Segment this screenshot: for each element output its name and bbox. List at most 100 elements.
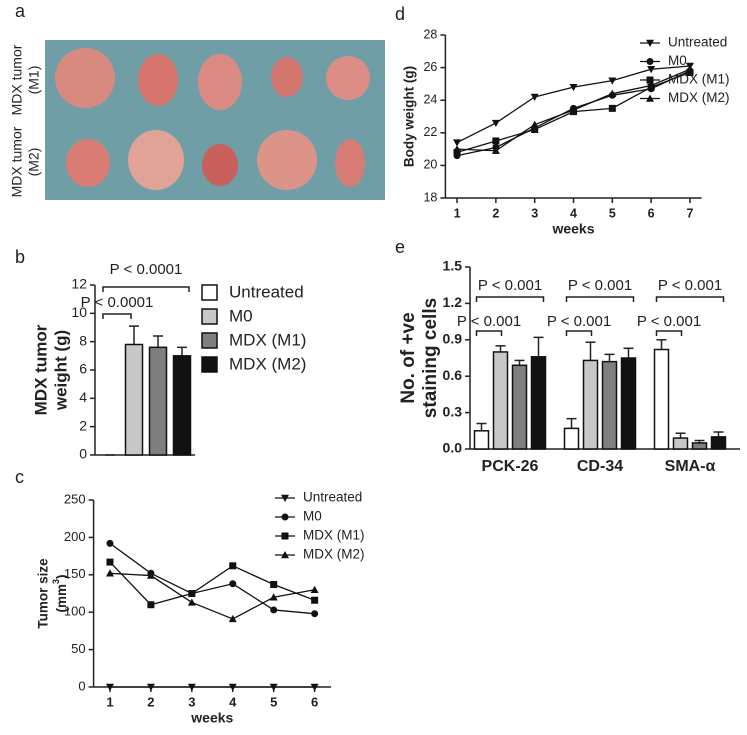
legend-label: Untreated bbox=[229, 282, 304, 301]
row-label-line: MDX tumor bbox=[9, 44, 25, 115]
legend-swatch bbox=[201, 284, 218, 301]
bar bbox=[710, 436, 727, 450]
y-tick-label: 26 bbox=[423, 60, 437, 74]
panel-letter: b bbox=[15, 247, 25, 267]
tumor bbox=[198, 54, 242, 110]
marker bbox=[608, 89, 617, 97]
bar bbox=[620, 357, 637, 450]
x-tick-label: PCK-26 bbox=[482, 458, 539, 475]
y-tick-label: 12 bbox=[71, 276, 87, 292]
y-tick-label: 0.9 bbox=[443, 331, 463, 347]
y-tick-label: 0.6 bbox=[443, 367, 463, 383]
significance-label: P < 0.001 bbox=[478, 277, 542, 294]
y-tick-label: 150 bbox=[64, 566, 86, 581]
marker bbox=[228, 614, 237, 623]
y-tick-label: 24 bbox=[423, 92, 437, 106]
significance-bracket bbox=[102, 313, 132, 319]
significance-label: P < 0.001 bbox=[457, 313, 521, 330]
y-tick-label: 250 bbox=[64, 491, 86, 506]
significance-label: P < 0.0001 bbox=[81, 294, 154, 311]
panel-letter: d bbox=[395, 4, 405, 24]
marker bbox=[647, 66, 656, 74]
marker bbox=[530, 120, 539, 128]
bar bbox=[124, 343, 144, 456]
legend-label: M0 bbox=[668, 53, 687, 68]
marker bbox=[569, 83, 578, 92]
bar bbox=[473, 430, 490, 450]
marker bbox=[106, 539, 114, 547]
panel-letter: e bbox=[395, 237, 405, 257]
legend-label: MDX (M1) bbox=[229, 330, 306, 349]
marker bbox=[311, 596, 319, 604]
significance-label: P < 0.001 bbox=[658, 277, 722, 294]
marker bbox=[147, 601, 155, 609]
y-tick-label: 4 bbox=[79, 389, 87, 405]
marker bbox=[229, 580, 237, 588]
y-tick-label: 100 bbox=[64, 604, 86, 619]
x-tick-label: 4 bbox=[229, 694, 237, 709]
tumor bbox=[138, 54, 178, 106]
y-tick-label: 20 bbox=[423, 158, 437, 172]
y-axis-label: Body weight (g) bbox=[402, 66, 417, 167]
x-tick-label: 6 bbox=[648, 206, 655, 220]
marker bbox=[685, 65, 694, 73]
x-tick-label: CD-34 bbox=[577, 458, 623, 475]
legend-label: M0 bbox=[303, 509, 322, 524]
x-axis-label: weeks bbox=[551, 221, 594, 237]
x-tick-label: 1 bbox=[454, 206, 461, 220]
marker bbox=[646, 39, 654, 47]
tumor bbox=[128, 130, 184, 190]
bar bbox=[148, 346, 168, 456]
bar bbox=[691, 442, 708, 450]
tumor bbox=[55, 48, 115, 108]
marker bbox=[269, 593, 278, 601]
unit-superscript: 3 bbox=[51, 579, 61, 584]
significance-label: P < 0.001 bbox=[568, 277, 632, 294]
x-tick-label: 4 bbox=[570, 206, 577, 220]
significance-label: P < 0.0001 bbox=[110, 261, 183, 278]
significance-bracket bbox=[102, 286, 190, 292]
tumor bbox=[202, 144, 238, 186]
marker bbox=[105, 569, 114, 577]
significance-label: P < 0.001 bbox=[547, 313, 611, 330]
y-axis-label: No. of +ve staining cells bbox=[398, 298, 441, 418]
legend-swatch bbox=[201, 356, 218, 373]
marker bbox=[569, 105, 578, 114]
tumor bbox=[271, 57, 303, 97]
x-tick-label: 2 bbox=[147, 694, 154, 709]
significance-bracket bbox=[565, 296, 635, 302]
unit: ) bbox=[54, 574, 69, 579]
x-tick-label: 3 bbox=[188, 694, 195, 709]
y-axis-label-line: staining cells bbox=[420, 298, 441, 418]
legend-label: MDX (M2) bbox=[229, 354, 306, 373]
y-tick-label: 0 bbox=[79, 446, 87, 462]
y-tick-label: 8 bbox=[79, 332, 87, 348]
legend-label: MDX (M2) bbox=[303, 547, 365, 562]
marker bbox=[146, 683, 155, 691]
legend-label: M0 bbox=[229, 306, 253, 325]
row-label-line: MDX tumor bbox=[9, 126, 25, 197]
y-tick-label: 1.2 bbox=[443, 294, 463, 310]
tumor-photo bbox=[45, 40, 385, 200]
y-tick-label: 0 bbox=[78, 678, 85, 693]
marker bbox=[270, 581, 278, 589]
y-tick-label: 22 bbox=[423, 125, 437, 139]
row-label: MDX tumor (M2) bbox=[9, 126, 42, 197]
row-label: MDX tumor (M1) bbox=[9, 44, 42, 115]
y-tick-label: 18 bbox=[423, 190, 437, 204]
y-tick-label: 1.5 bbox=[443, 258, 463, 274]
legend-swatch bbox=[201, 332, 218, 349]
x-axis-label: weeks bbox=[190, 710, 233, 726]
marker bbox=[187, 598, 196, 606]
panel-letter: a bbox=[15, 1, 26, 21]
row-label-line: (M2) bbox=[26, 148, 42, 177]
y-axis-label-line: Tumor size bbox=[36, 558, 51, 629]
marker bbox=[491, 146, 500, 154]
panel-letter: c bbox=[15, 467, 24, 487]
significance-bracket bbox=[655, 296, 725, 302]
marker bbox=[647, 81, 656, 89]
y-tick-label: 10 bbox=[71, 304, 87, 320]
x-tick-label: 2 bbox=[492, 206, 499, 220]
marker bbox=[269, 683, 278, 691]
tumor bbox=[257, 130, 317, 190]
